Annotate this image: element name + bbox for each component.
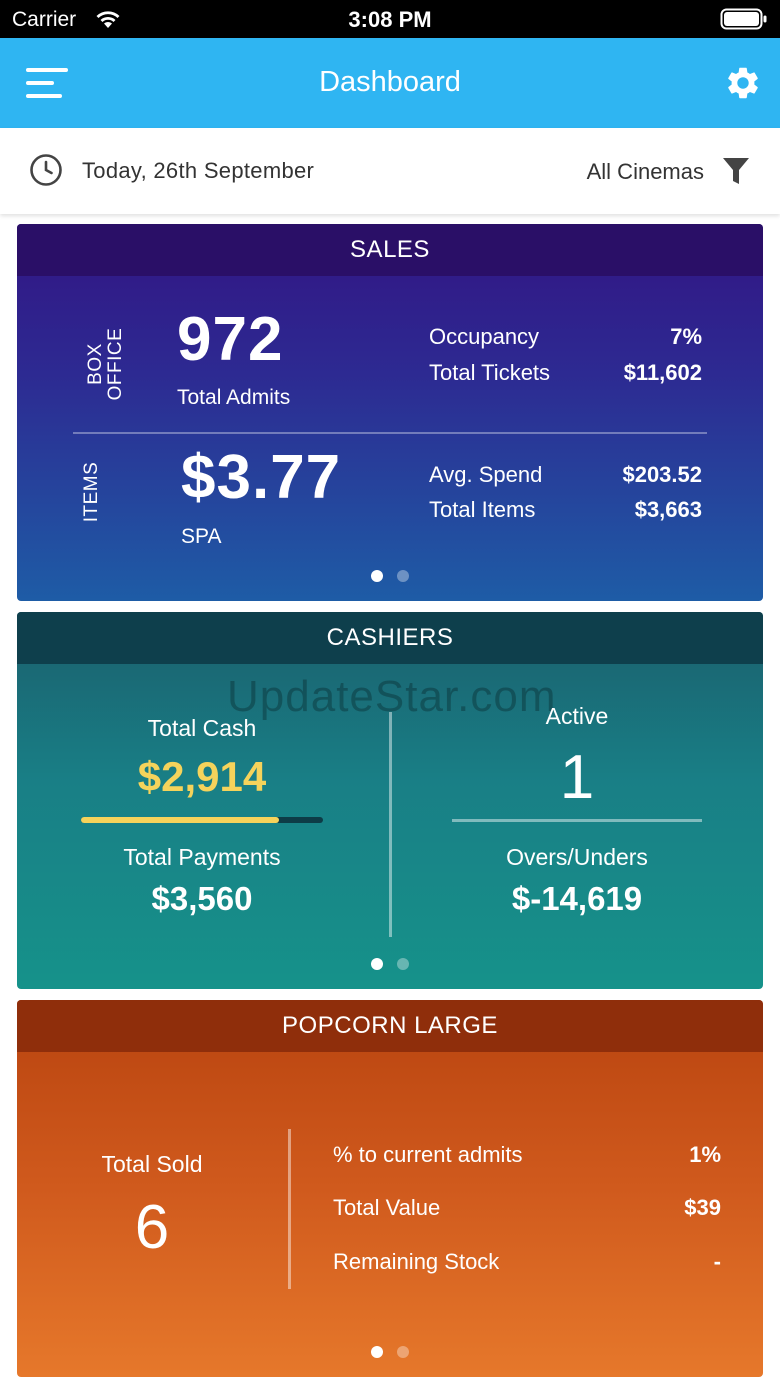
occupancy-value: 7%	[670, 324, 702, 349]
sales-card[interactable]: SALES BOX OFFICE 972 Total Admits Occupa…	[17, 224, 763, 601]
total-sold-value: 6	[134, 1193, 170, 1262]
total-admits-value: 972	[177, 305, 284, 374]
cashiers-page-indicator[interactable]	[17, 957, 763, 975]
cashiers-card[interactable]: CASHIERS UpdateStar.com Total Cash $2,91…	[17, 612, 763, 989]
spa-label: SPA	[181, 525, 222, 548]
app-bar: Dashboard	[0, 38, 780, 128]
battery-icon	[720, 8, 767, 30]
overs-unders-label: Overs/Unders	[506, 844, 648, 870]
overs-unders-value: $-14,619	[511, 880, 643, 917]
cashiers-divider	[389, 712, 392, 937]
menu-icon[interactable]	[26, 66, 68, 100]
popcorn-card[interactable]: POPCORN LARGE Total Sold 6 % to current …	[17, 1000, 763, 1377]
page-dot-1[interactable]	[371, 570, 383, 582]
carrier-label: Carrier	[12, 8, 77, 31]
total-payments-label: Total Payments	[123, 844, 281, 870]
popcorn-card-title: POPCORN LARGE	[17, 1000, 763, 1052]
remaining-stock-value: -	[713, 1249, 721, 1274]
avg-spend-label: Avg. Spend	[429, 462, 543, 487]
popcorn-divider	[288, 1129, 291, 1289]
watermark-text: UpdateStar.com	[227, 672, 557, 721]
sales-card-title: SALES	[17, 224, 763, 276]
spa-value: $3.77	[181, 443, 342, 512]
total-items-label: Total Items	[429, 497, 536, 522]
cinema-selector[interactable]: All Cinemas	[586, 159, 704, 184]
active-underline	[452, 819, 702, 822]
remaining-stock-label: Remaining Stock	[333, 1249, 500, 1274]
total-sold-label: Total Sold	[101, 1151, 203, 1177]
total-cash-label: Total Cash	[147, 715, 257, 741]
status-bar: Carrier 3:08 PM	[0, 0, 780, 38]
cash-progress-bar	[81, 817, 323, 823]
date-selector[interactable]: Today, 26th September	[82, 158, 315, 183]
page-title: Dashboard	[319, 66, 461, 98]
page-dot-2[interactable]	[397, 570, 409, 582]
total-tickets-value: $11,602	[623, 360, 702, 385]
total-payments-value: $3,560	[151, 880, 253, 917]
total-cash-value: $2,914	[137, 753, 267, 800]
total-items-value: $3,663	[634, 497, 702, 522]
total-admits-label: Total Admits	[177, 386, 291, 409]
popcorn-page-indicator[interactable]	[17, 1345, 763, 1363]
items-section-label: ITEMS	[81, 461, 102, 523]
page-dot-2[interactable]	[397, 1346, 409, 1358]
page-dot-1[interactable]	[371, 958, 383, 970]
active-value: 1	[559, 743, 595, 812]
occupancy-label: Occupancy	[429, 324, 540, 349]
sales-page-indicator[interactable]	[17, 569, 763, 587]
filter-bar: Today, 26th September All Cinemas	[0, 128, 780, 214]
cashiers-card-title: CASHIERS	[17, 612, 763, 664]
sales-divider	[73, 432, 707, 434]
total-tickets-label: Total Tickets	[429, 360, 551, 385]
avg-spend-value: $203.52	[622, 462, 702, 487]
active-label: Active	[545, 703, 609, 729]
total-value-label: Total Value	[333, 1195, 441, 1220]
gear-icon[interactable]	[724, 64, 762, 102]
total-value-value: $39	[684, 1195, 721, 1220]
pct-admits-value: 1%	[689, 1142, 721, 1167]
page-dot-1[interactable]	[371, 1346, 383, 1358]
status-time: 3:08 PM	[348, 7, 432, 32]
filter-icon[interactable]	[722, 156, 750, 186]
clock-icon	[30, 154, 62, 186]
cash-progress-fill	[81, 817, 280, 823]
wifi-icon	[96, 11, 120, 28]
page-dot-2[interactable]	[397, 958, 409, 970]
box-office-section-label: BOX OFFICE	[85, 327, 126, 401]
pct-admits-label: % to current admits	[333, 1142, 523, 1167]
